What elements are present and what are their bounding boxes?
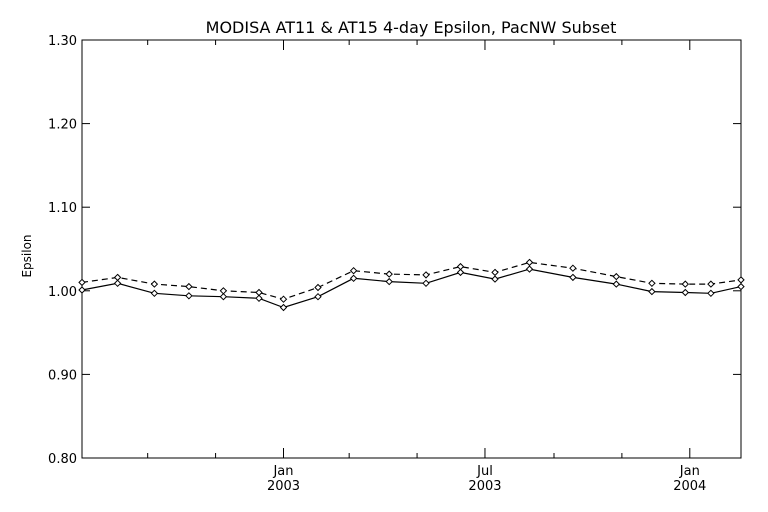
y-tick-label: 1.20 <box>48 118 77 133</box>
solid-series-point <box>219 292 228 301</box>
dashed-series-point <box>491 268 499 277</box>
solid-series-point <box>385 277 393 286</box>
solid-series-point <box>456 268 465 277</box>
dashed-series-point <box>681 280 690 288</box>
solid-series-line <box>81 268 742 309</box>
dashed-series-point <box>314 283 322 292</box>
solid-series-point <box>113 279 122 288</box>
dashed-series-point <box>255 288 263 297</box>
solid-series-point <box>185 292 193 300</box>
solid-series-point <box>648 287 656 296</box>
solid-series-point <box>314 292 322 301</box>
solid-series-point <box>78 286 86 294</box>
x-tick-month-label: Jul <box>476 464 493 479</box>
solid-series-point <box>279 303 288 312</box>
dashed-series-point <box>185 282 193 291</box>
y-tick-label: 0.80 <box>48 452 77 467</box>
x-tick-year-label: 2004 <box>673 479 706 494</box>
dashed-series-point <box>422 271 430 279</box>
solid-series-point <box>349 274 358 283</box>
solid-series-point <box>491 275 499 283</box>
solid-series-point <box>737 282 745 291</box>
dashed-series-point <box>569 264 577 272</box>
solid-series-point <box>255 294 263 303</box>
dashed-series-point <box>349 266 358 275</box>
chart-title: MODISA AT11 & AT15 4-day Epsilon, PacNW … <box>206 18 617 37</box>
x-tick-year-label: 2003 <box>468 479 501 494</box>
dashed-series-point <box>78 278 86 287</box>
dashed-series-point <box>525 258 534 267</box>
solid-series-point <box>707 289 715 298</box>
solid-series-point <box>150 289 159 298</box>
solid-series-point <box>422 279 430 288</box>
dashed-series-line <box>81 261 742 300</box>
x-tick-year-label: 2003 <box>267 479 300 494</box>
solid-series-point <box>569 273 577 282</box>
y-axis: 0.80 0.90 1.00 1.10 1.20 1.30 <box>48 34 741 467</box>
dashed-series-point <box>219 287 228 295</box>
x-tick-month-label: Jan <box>272 464 293 479</box>
dashed-series-point <box>648 279 656 288</box>
y-axis-label: Epsilon <box>20 234 34 277</box>
y-tick-label: 1.10 <box>48 201 77 216</box>
plot-frame <box>81 39 742 459</box>
dashed-series-point <box>707 280 715 288</box>
dashed-series-point <box>385 270 393 278</box>
y-tick-label: 0.90 <box>48 368 77 383</box>
solid-series-point <box>681 288 690 297</box>
dashed-series-point <box>612 272 621 281</box>
y-tick-label: 1.00 <box>48 285 77 300</box>
solid-series-point <box>525 265 534 273</box>
dashed-series-point <box>279 295 288 303</box>
dashed-series-point <box>150 280 159 288</box>
x-tick-month-label: Jan <box>679 464 700 479</box>
solid-series-point <box>612 280 621 288</box>
dashed-series-point <box>113 273 122 282</box>
plot-area <box>78 258 745 312</box>
dashed-series-point <box>456 262 465 271</box>
y-tick-label: 1.30 <box>48 34 77 49</box>
dashed-series-point <box>737 276 745 284</box>
